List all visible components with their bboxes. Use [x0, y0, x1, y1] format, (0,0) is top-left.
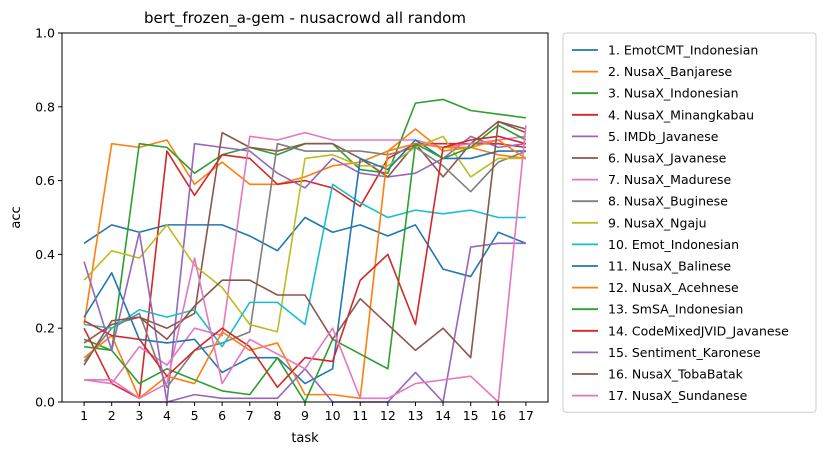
legend-label-15: 15. Sentiment_Karonese	[608, 345, 761, 360]
x-tick-label: 4	[163, 408, 171, 423]
legend-label-9: 9. NusaX_Ngaju	[608, 215, 707, 230]
series-line-16	[83, 120, 527, 366]
legend-label-3: 3. NusaX_Indonesian	[608, 86, 739, 101]
x-tick-label: 14	[435, 408, 451, 423]
legend-label-16: 16. NusaX_TobaBatak	[608, 367, 744, 382]
series-layer	[83, 98, 527, 403]
legend-label-1: 1. EmotCMT_Indonesian	[608, 43, 758, 58]
x-axis-title: task	[291, 431, 319, 446]
x-tick-label: 7	[246, 408, 254, 423]
legend-label-2: 2. NusaX_Banjarese	[608, 64, 733, 79]
legend-box	[562, 32, 817, 413]
x-tick-label: 9	[301, 408, 309, 423]
legend-label-17: 17. NusaX_Sundanese	[608, 388, 748, 403]
legend-label-13: 13. SmSA_Indonesian	[608, 302, 743, 317]
series-line-6	[83, 120, 527, 344]
series-line-9	[83, 135, 526, 333]
legend-label-12: 12. NusaX_Acehnese	[608, 280, 739, 295]
y-tick-label: 0.6	[35, 173, 55, 188]
legend-label-10: 10. Emot_Indonesian	[608, 237, 739, 252]
y-tick-label: 0.4	[35, 247, 55, 262]
x-tick-label: 13	[408, 408, 424, 423]
legend-label-7: 7. NusaX_Madurese	[608, 172, 732, 187]
x-tick-label: 17	[518, 408, 534, 423]
series-line-15	[83, 231, 526, 403]
x-tick-label: 10	[325, 408, 341, 423]
x-tick-label: 11	[352, 408, 368, 423]
legend-label-5: 5. IMDb_Javanese	[608, 129, 719, 144]
series-line-13	[83, 124, 527, 403]
y-tick-label: 1.0	[35, 26, 55, 41]
legend-label-14: 14. CodeMixedJVID_Javanese	[608, 323, 789, 338]
series-line-12	[83, 139, 527, 400]
series-line-4	[83, 142, 527, 400]
axes-layer: 1 2 3 4 5 6 7 8 9 10 11 12 13 14 15 16 170.00.20.40.60.8…	[35, 26, 549, 423]
x-tick-label: 8	[273, 408, 281, 423]
x-tick-label: 5	[191, 408, 199, 423]
y-axis-title: acc	[9, 206, 24, 228]
x-tick-label: 1	[80, 408, 88, 423]
y-tick-label: 0.2	[35, 321, 55, 336]
legend-label-6: 6. NusaX_Javanese	[608, 151, 727, 166]
legend-label-8: 8. NusaX_Buginese	[608, 194, 728, 209]
legend-label-11: 11. NusaX_Balinese	[608, 259, 731, 274]
series-line-17	[84, 125, 527, 403]
y-tick-label: 0.8	[35, 99, 55, 114]
x-tick-label: 15	[463, 408, 479, 423]
legend: 1. EmotCMT_Indonesian 2. NusaX_Banjarese 3…	[562, 32, 817, 413]
legend-label-4: 4. NusaX_Minangkabau	[608, 107, 754, 122]
series-line-14	[83, 135, 527, 389]
x-tick-label: 2	[108, 408, 116, 423]
x-tick-label: 16	[490, 408, 506, 423]
y-tick-label: 0.0	[35, 395, 55, 410]
x-tick-label: 3	[135, 408, 143, 423]
x-tick-label: 6	[218, 408, 226, 423]
series-line-10	[83, 183, 526, 348]
series-line-1	[83, 216, 527, 278]
series-line-7	[83, 131, 527, 385]
x-tick-label: 12	[380, 408, 396, 423]
chart-title: bert_frozen_a-gem - nusacrowd all random	[144, 9, 466, 28]
